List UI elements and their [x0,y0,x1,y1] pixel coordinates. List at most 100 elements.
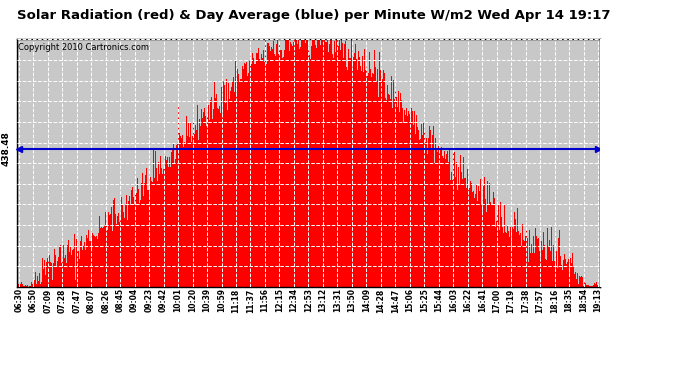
Bar [310,44,311,287]
Bar [74,234,75,287]
Bar [493,192,494,287]
Bar [294,32,295,287]
Bar [356,76,357,287]
Bar [367,76,368,287]
Bar [481,204,482,287]
Bar [558,238,559,287]
Bar [477,186,479,287]
Bar [480,179,481,287]
Bar [315,45,316,287]
Bar [431,149,432,287]
Bar [441,147,442,287]
Bar [475,180,476,287]
Bar [349,58,350,287]
Bar [343,37,344,287]
Bar [105,204,106,287]
Bar [206,126,207,287]
Bar [128,201,129,287]
Bar [247,76,248,287]
Bar [539,251,540,287]
Bar [519,234,520,287]
Bar [332,54,333,287]
Bar [476,185,477,287]
Bar [572,268,573,287]
Bar [412,111,413,287]
Bar [375,80,376,287]
Bar [242,66,243,287]
Bar [102,228,103,287]
Bar [116,224,117,287]
Bar [30,284,31,287]
Bar [328,52,329,287]
Bar [129,196,130,287]
Bar [46,262,47,287]
Bar [124,219,126,287]
Bar [216,94,217,287]
Bar [55,255,56,287]
Bar [594,283,595,287]
Bar [589,285,590,287]
Bar [80,241,81,287]
Bar [524,241,525,287]
Bar [27,285,28,287]
Bar [409,114,410,287]
Bar [408,111,409,287]
Bar [207,117,208,287]
Bar [107,230,108,287]
Bar [145,175,146,287]
Bar [253,58,254,287]
Bar [570,258,571,287]
Bar [479,182,480,287]
Bar [45,275,46,287]
Bar [555,270,556,287]
Bar [81,248,83,287]
Bar [120,218,121,287]
Bar [396,97,397,287]
Bar [284,50,285,287]
Bar [234,68,235,287]
Bar [35,272,36,287]
Bar [337,36,338,287]
Bar [231,87,232,287]
Bar [39,273,40,287]
Bar [273,40,274,287]
Bar [256,51,257,287]
Bar [47,268,48,287]
Bar [268,46,270,287]
Bar [127,219,128,287]
Bar [32,284,33,287]
Bar [218,110,219,287]
Bar [448,150,450,287]
Bar [406,108,407,287]
Bar [180,136,181,287]
Bar [587,285,588,287]
Bar [336,32,337,287]
Bar [512,227,513,287]
Bar [554,261,555,287]
Bar [379,91,380,287]
Bar [64,258,65,287]
Bar [424,131,425,287]
Bar [588,284,589,287]
Bar [528,262,529,287]
Bar [511,249,512,287]
Bar [25,286,26,287]
Bar [532,253,533,287]
Bar [465,178,466,287]
Bar [500,202,501,287]
Bar [203,112,204,287]
Bar [291,44,292,287]
Bar [353,57,354,287]
Bar [549,249,551,287]
Bar [342,43,343,287]
Bar [523,240,524,287]
Bar [271,47,272,287]
Bar [49,255,50,287]
Bar [546,260,547,287]
Bar [534,253,535,287]
Bar [312,38,313,287]
Bar [425,142,426,287]
Bar [381,82,382,287]
Bar [103,227,104,287]
Bar [318,34,319,287]
